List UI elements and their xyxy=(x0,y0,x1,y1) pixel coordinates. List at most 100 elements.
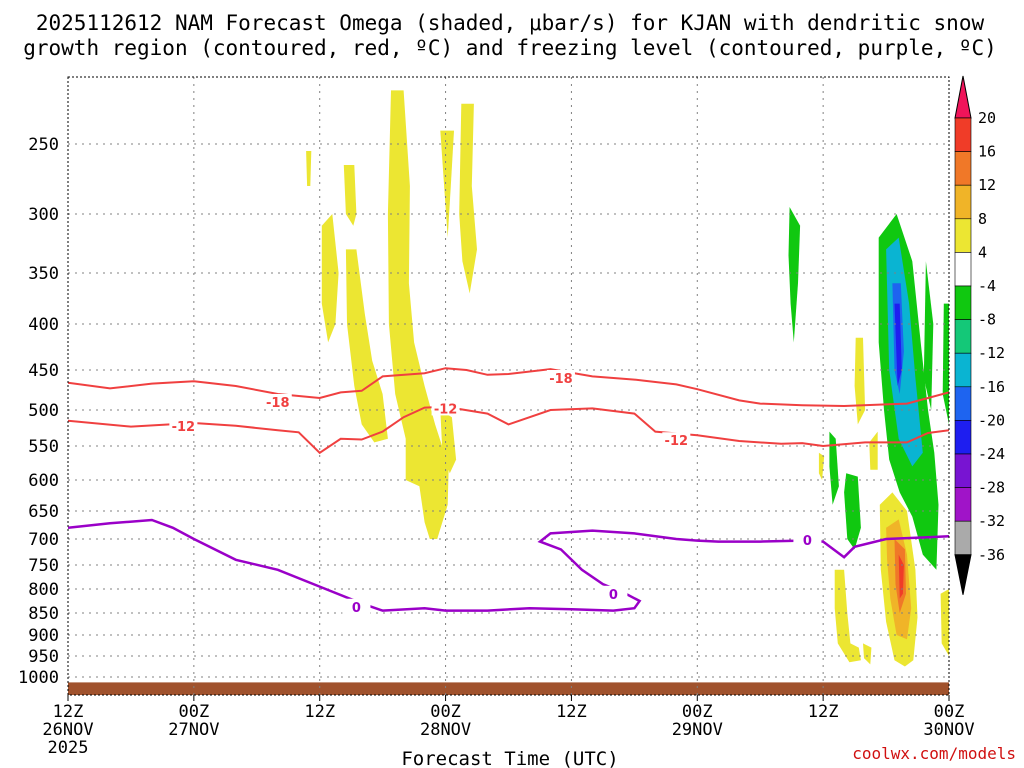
y-tick-label: 800 xyxy=(28,580,59,600)
colorbar-swatch xyxy=(954,252,972,287)
colorbar-swatch xyxy=(954,285,972,320)
contour-label: 0 xyxy=(352,601,361,616)
contour-label: -12 xyxy=(434,402,458,417)
y-tick-label: 900 xyxy=(28,626,59,646)
colorbar-bottom-arrow xyxy=(954,554,972,595)
colorbar-label: -16 xyxy=(978,378,1005,396)
x-tick-label: 30NOV xyxy=(923,720,974,740)
colorbar-label: -8 xyxy=(978,311,996,329)
chart-title-line1: 2025112612 NAM Forecast Omega (shaded, μ… xyxy=(36,11,985,35)
contour-label-bg xyxy=(431,400,460,416)
omega-area xyxy=(863,643,872,665)
x-tick-label: 00Z xyxy=(430,702,461,722)
y-tick-label: 1000 xyxy=(18,668,59,688)
x-tick-label: 12Z xyxy=(53,702,84,722)
colorbar: 20 16 12 8 4 -4 -8 -12 -16 -20 -24 -28 -32 -36 xyxy=(954,75,1005,595)
credit-text: coolwx.com/models xyxy=(852,744,1016,763)
omega-area xyxy=(788,207,801,343)
colorbar-swatch xyxy=(954,151,972,186)
contour-label: -18 xyxy=(549,372,573,387)
x-tick-label: 27NOV xyxy=(168,720,219,740)
contour-label-bg xyxy=(169,417,198,433)
colorbar-label: 12 xyxy=(978,176,996,194)
contour-label: -18 xyxy=(266,396,290,411)
omega-area xyxy=(387,90,449,540)
y-tick-label: 700 xyxy=(28,530,59,550)
x-tick-label: 29NOV xyxy=(672,720,723,740)
contour-label-bg xyxy=(342,598,371,614)
colorbar-swatch xyxy=(954,386,972,421)
ground-layer xyxy=(68,682,949,695)
colorbar-swatch xyxy=(954,117,972,152)
omega-area xyxy=(818,452,825,480)
omega-area xyxy=(834,569,861,663)
colorbar-label: -28 xyxy=(978,479,1005,497)
contour-label: -12 xyxy=(172,420,196,435)
plot-frame xyxy=(67,76,950,696)
contour-label-bg xyxy=(546,370,575,385)
x-tick-label: 12Z xyxy=(808,702,839,722)
y-axis-ticks: 2503003504004505005506006507007508008509… xyxy=(18,135,59,688)
colorbar-label: -32 xyxy=(978,512,1005,530)
x-axis-label: Forecast Time (UTC) xyxy=(401,748,618,768)
contour-label: 0 xyxy=(803,534,812,549)
colorbar-top-arrow xyxy=(954,75,972,119)
colorbar-label: -36 xyxy=(978,546,1005,564)
contour-label: -12 xyxy=(665,434,689,449)
omega-area xyxy=(923,261,934,410)
omega-area xyxy=(829,431,839,505)
x-tick-label: 28NOV xyxy=(420,720,471,740)
colorbar-swatch xyxy=(954,319,972,354)
omega-area xyxy=(321,214,339,343)
colorbar-label: 20 xyxy=(978,109,996,127)
x-tick-label: 2025 xyxy=(48,738,89,758)
contour-labels: -18 -18 -12 -12 -12 0 0 0 xyxy=(169,370,822,616)
contour-label-bg xyxy=(599,585,628,601)
dgz-contour-minus18 xyxy=(68,367,949,408)
colorbar-swatch xyxy=(954,420,972,455)
colorbar-label: -4 xyxy=(978,277,996,295)
temperature-contours xyxy=(68,367,949,612)
omega-area xyxy=(854,337,866,425)
contour-label-bg xyxy=(793,532,822,548)
colorbar-label: 4 xyxy=(978,243,987,261)
y-tick-label: 350 xyxy=(28,264,59,284)
y-tick-label: 450 xyxy=(28,361,59,381)
omega-area xyxy=(345,249,388,443)
y-tick-label: 500 xyxy=(28,401,59,421)
omega-area xyxy=(898,554,904,599)
omega-area xyxy=(343,165,357,226)
colorbar-swatch xyxy=(954,453,972,488)
y-tick-label: 850 xyxy=(28,604,59,624)
colorbar-label: 16 xyxy=(978,143,996,161)
colorbar-swatch xyxy=(954,184,972,220)
colorbar-label: 8 xyxy=(978,210,987,228)
x-tick-label: 00Z xyxy=(178,702,209,722)
ground-fill xyxy=(68,682,949,695)
omega-shading xyxy=(306,90,949,667)
omega-area xyxy=(440,410,457,474)
dgz-contour-minus12 xyxy=(68,405,949,455)
omega-area xyxy=(440,130,454,238)
y-tick-label: 600 xyxy=(28,471,59,491)
omega-area xyxy=(306,151,312,186)
colorbar-swatch xyxy=(954,487,972,522)
omega-area xyxy=(894,303,902,386)
contour-label: 0 xyxy=(609,588,618,603)
colorbar-swatch xyxy=(954,520,972,556)
y-tick-label: 950 xyxy=(28,647,59,667)
colorbar-swatch xyxy=(954,218,972,253)
omega-area xyxy=(940,589,949,656)
colorbar-label: -20 xyxy=(978,411,1005,429)
x-tick-label: 12Z xyxy=(556,702,587,722)
x-tick-label: 00Z xyxy=(682,702,713,722)
colorbar-swatch xyxy=(954,352,972,388)
x-tick-label: 00Z xyxy=(934,702,965,722)
omega-area xyxy=(869,431,878,470)
y-tick-label: 250 xyxy=(28,135,59,155)
chart-title-line2: growth region (contoured, red, ºC) and f… xyxy=(23,36,997,60)
y-tick-label: 550 xyxy=(28,437,59,457)
y-tick-label: 750 xyxy=(28,556,59,576)
